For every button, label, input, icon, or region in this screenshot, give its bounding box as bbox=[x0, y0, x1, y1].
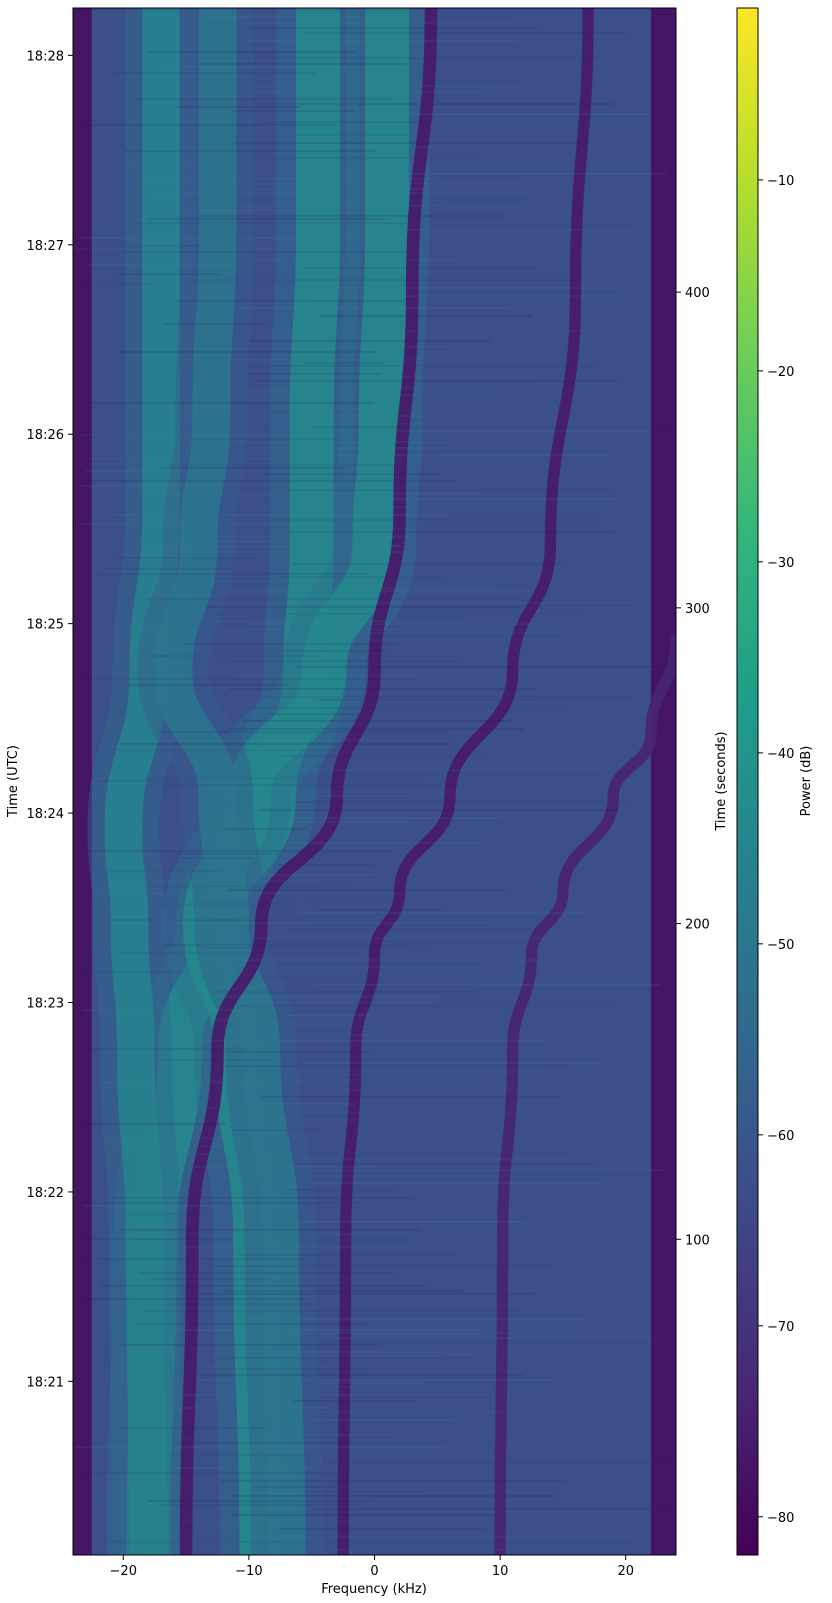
left-tick-label: 18:23 bbox=[27, 997, 64, 1012]
band-edge-right bbox=[650, 8, 676, 1555]
band-edge-left bbox=[73, 8, 92, 1555]
colorbar-tick-label: −40 bbox=[767, 747, 794, 762]
doppler-track-4 bbox=[179, 8, 438, 1555]
left-y-axis-label: Time (UTC) bbox=[6, 745, 21, 818]
doppler-track-3 bbox=[154, 8, 306, 1555]
right-tick-label: 300 bbox=[685, 602, 710, 617]
x-tick-label: 20 bbox=[617, 1564, 634, 1579]
colorbar-tick-label: −50 bbox=[767, 938, 794, 953]
left-tick-label: 18:21 bbox=[27, 1375, 64, 1390]
doppler-track-1 bbox=[104, 8, 180, 1555]
x-axis: −20 −10 0 10 20 bbox=[110, 1555, 634, 1579]
left-time-axis: 18:21 18:22 18:23 18:24 18:25 18:26 18:27 18:28 bbox=[27, 49, 73, 1390]
right-seconds-axis: 100 200 300 400 bbox=[676, 286, 710, 1248]
colorbar-axis: −80 −70 −60 −50 −40 −30 −20 −10 bbox=[758, 174, 794, 1526]
colorbar-tick-label: −30 bbox=[767, 556, 794, 571]
right-tick-label: 400 bbox=[685, 286, 710, 301]
left-tick-label: 18:26 bbox=[27, 428, 64, 443]
x-tick-label: 10 bbox=[492, 1564, 509, 1579]
colorbar-tick-label: −10 bbox=[767, 174, 794, 189]
colorbar-tick-label: −60 bbox=[767, 1129, 794, 1144]
colorbar-tick-label: −80 bbox=[767, 1511, 794, 1526]
doppler-track-2 bbox=[182, 8, 410, 1555]
colorbar-label: Power (dB) bbox=[799, 746, 814, 817]
colorbar-tick-label: −20 bbox=[767, 365, 794, 380]
left-tick-label: 18:27 bbox=[27, 239, 64, 254]
right-y-axis-label: Time (seconds) bbox=[714, 731, 729, 831]
colorbar-tick-label: −70 bbox=[767, 1320, 794, 1335]
colorbar bbox=[736, 7, 759, 1556]
doppler-track-6 bbox=[494, 633, 676, 1555]
doppler-track-5 bbox=[337, 8, 594, 1555]
left-tick-label: 18:25 bbox=[27, 618, 64, 633]
right-tick-label: 200 bbox=[685, 918, 710, 933]
x-tick-label: −10 bbox=[235, 1564, 262, 1579]
left-tick-label: 18:24 bbox=[27, 807, 64, 822]
x-tick-label: −20 bbox=[110, 1564, 137, 1579]
spectrogram-plot-area bbox=[73, 8, 676, 1555]
x-tick-label: 0 bbox=[370, 1564, 378, 1579]
left-tick-label: 18:28 bbox=[27, 49, 64, 64]
left-tick-label: 18:22 bbox=[27, 1186, 64, 1201]
x-axis-label: Frequency (kHz) bbox=[321, 1582, 427, 1597]
right-tick-label: 100 bbox=[685, 1233, 710, 1248]
